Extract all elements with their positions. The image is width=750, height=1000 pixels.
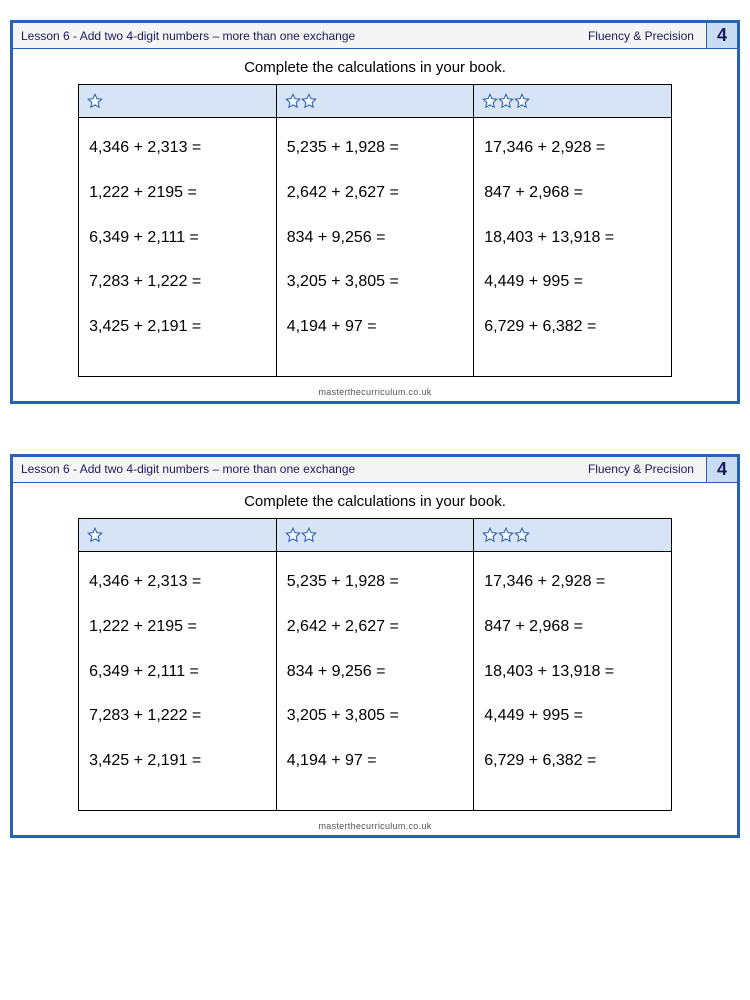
calculation: 6,349 + 2,111 = <box>89 650 266 695</box>
page-number: 4 <box>706 23 737 48</box>
column-header-2star <box>276 518 474 551</box>
star-icon <box>301 93 317 109</box>
star-icon <box>514 527 530 543</box>
column-header-3star <box>474 518 672 551</box>
cell-col3: 17,346 + 2,928 =847 + 2,968 =18,403 + 13… <box>474 118 672 377</box>
calculation: 4,449 + 995 = <box>484 260 661 305</box>
cell-col2: 5,235 + 1,928 =2,642 + 2,627 =834 + 9,25… <box>276 551 474 810</box>
cell-col2: 5,235 + 1,928 =2,642 + 2,627 =834 + 9,25… <box>276 118 474 377</box>
calculation: 1,222 + 2195 = <box>89 605 266 650</box>
star-icon <box>514 93 530 109</box>
column-header-1star <box>79 518 277 551</box>
calculation: 6,349 + 2,111 = <box>89 216 266 261</box>
calculation: 6,729 + 6,382 = <box>484 305 661 350</box>
category-label: Fluency & Precision <box>576 25 706 47</box>
instruction-text: Complete the calculations in your book. <box>13 49 737 84</box>
calculation: 5,235 + 1,928 = <box>287 560 464 605</box>
calculation: 2,642 + 2,627 = <box>287 171 464 216</box>
footer-text: masterthecurriculum.co.uk <box>13 385 737 401</box>
worksheet-card: Lesson 6 - Add two 4-digit numbers – mor… <box>10 454 740 838</box>
star-icon <box>498 93 514 109</box>
calculation: 18,403 + 13,918 = <box>484 650 661 695</box>
calculation: 847 + 2,968 = <box>484 171 661 216</box>
star-icon <box>301 527 317 543</box>
cell-col3: 17,346 + 2,928 =847 + 2,968 =18,403 + 13… <box>474 551 672 810</box>
calculation: 4,449 + 995 = <box>484 694 661 739</box>
calculation: 3,425 + 2,191 = <box>89 305 266 350</box>
calculation: 18,403 + 13,918 = <box>484 216 661 261</box>
column-header-1star <box>79 85 277 118</box>
calculation: 4,346 + 2,313 = <box>89 560 266 605</box>
calculation: 7,283 + 1,222 = <box>89 694 266 739</box>
calculation: 3,205 + 3,805 = <box>287 694 464 739</box>
worksheet-card: Lesson 6 - Add two 4-digit numbers – mor… <box>10 20 740 404</box>
star-icon <box>482 93 498 109</box>
calculation: 834 + 9,256 = <box>287 216 464 261</box>
calculation: 7,283 + 1,222 = <box>89 260 266 305</box>
calculation: 4,194 + 97 = <box>287 739 464 784</box>
instruction-text: Complete the calculations in your book. <box>13 483 737 518</box>
star-icon <box>482 527 498 543</box>
cell-col1: 4,346 + 2,313 =1,222 + 2195 =6,349 + 2,1… <box>79 118 277 377</box>
lesson-title: Lesson 6 - Add two 4-digit numbers – mor… <box>13 25 576 47</box>
calculation: 17,346 + 2,928 = <box>484 560 661 605</box>
star-icon <box>285 527 301 543</box>
cell-col1: 4,346 + 2,313 =1,222 + 2195 =6,349 + 2,1… <box>79 551 277 810</box>
calculation: 847 + 2,968 = <box>484 605 661 650</box>
calculation: 5,235 + 1,928 = <box>287 126 464 171</box>
calculation: 3,425 + 2,191 = <box>89 739 266 784</box>
lesson-title: Lesson 6 - Add two 4-digit numbers – mor… <box>13 458 576 480</box>
star-icon <box>498 527 514 543</box>
calculation: 3,205 + 3,805 = <box>287 260 464 305</box>
calculation: 834 + 9,256 = <box>287 650 464 695</box>
page-number: 4 <box>706 457 737 482</box>
star-icon <box>87 527 103 543</box>
calculation: 6,729 + 6,382 = <box>484 739 661 784</box>
calculations-table: 4,346 + 2,313 =1,222 + 2195 =6,349 + 2,1… <box>78 518 672 811</box>
column-header-3star <box>474 85 672 118</box>
calculation: 17,346 + 2,928 = <box>484 126 661 171</box>
footer-text: masterthecurriculum.co.uk <box>13 819 737 835</box>
calculation: 4,346 + 2,313 = <box>89 126 266 171</box>
calculations-table: 4,346 + 2,313 =1,222 + 2195 =6,349 + 2,1… <box>78 84 672 377</box>
category-label: Fluency & Precision <box>576 458 706 480</box>
calculation: 1,222 + 2195 = <box>89 171 266 216</box>
header-bar: Lesson 6 - Add two 4-digit numbers – mor… <box>13 23 737 49</box>
star-icon <box>285 93 301 109</box>
calculation: 4,194 + 97 = <box>287 305 464 350</box>
column-header-2star <box>276 85 474 118</box>
header-bar: Lesson 6 - Add two 4-digit numbers – mor… <box>13 457 737 483</box>
calculation: 2,642 + 2,627 = <box>287 605 464 650</box>
star-icon <box>87 93 103 109</box>
